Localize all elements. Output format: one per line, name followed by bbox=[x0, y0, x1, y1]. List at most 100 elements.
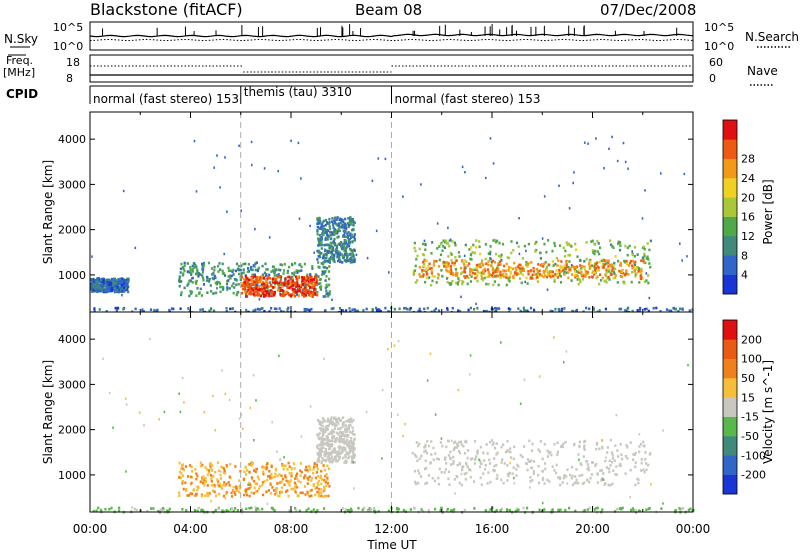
echo-cell bbox=[300, 470, 303, 474]
echo-cell bbox=[326, 482, 329, 485]
echo-cell bbox=[457, 277, 460, 280]
echo-cell bbox=[340, 219, 343, 222]
echo-cell bbox=[640, 462, 643, 465]
echo-cell bbox=[266, 462, 269, 465]
echo-cell bbox=[626, 262, 629, 265]
echo-cell bbox=[529, 277, 532, 280]
echo-cell bbox=[335, 418, 338, 421]
echo-cell bbox=[310, 279, 313, 282]
echo-cell bbox=[240, 273, 243, 276]
echo-cell bbox=[511, 472, 514, 475]
noise-cell bbox=[255, 399, 257, 402]
echo-cell bbox=[490, 274, 494, 277]
echo-cell bbox=[579, 264, 582, 267]
echo-cell bbox=[112, 281, 115, 284]
echo-cell bbox=[465, 471, 468, 475]
echo-cell bbox=[608, 278, 611, 281]
echo-cell bbox=[100, 289, 103, 292]
ytick-label: 1000 bbox=[58, 269, 86, 282]
echo-cell bbox=[318, 487, 321, 491]
echo-cell bbox=[584, 270, 587, 273]
echo-cell bbox=[323, 243, 326, 247]
echo-cell bbox=[561, 444, 564, 447]
echo-cell bbox=[476, 306, 479, 310]
echo-cell bbox=[546, 449, 549, 453]
echo-cell bbox=[633, 453, 636, 457]
echo-cell bbox=[551, 508, 554, 511]
echo-cell bbox=[412, 272, 415, 275]
echo-cell bbox=[368, 507, 371, 510]
echo-cell bbox=[346, 236, 349, 239]
echo-cell bbox=[652, 306, 655, 310]
echo-cell bbox=[294, 484, 297, 487]
noise-cell bbox=[644, 189, 646, 192]
echo-cell bbox=[458, 441, 461, 444]
echo-cell bbox=[551, 310, 554, 313]
echo-cell bbox=[370, 508, 373, 511]
noise-cell bbox=[240, 413, 243, 416]
echo-cell bbox=[327, 251, 330, 254]
echo-cell bbox=[322, 261, 325, 264]
echo-cell bbox=[600, 259, 603, 263]
echo-cell bbox=[268, 277, 272, 280]
echo-cell bbox=[334, 440, 337, 443]
noise-cell bbox=[271, 421, 273, 424]
echo-cell bbox=[609, 264, 613, 267]
station-title: Blackstone (fitACF) bbox=[90, 0, 243, 19]
echo-cell bbox=[627, 273, 630, 276]
echo-cell bbox=[342, 456, 345, 460]
echo-cell bbox=[608, 470, 611, 474]
echo-cell bbox=[279, 263, 282, 266]
echo-cell bbox=[559, 270, 562, 273]
echo-cell bbox=[120, 279, 123, 282]
echo-cell bbox=[324, 249, 327, 253]
echo-cell bbox=[256, 288, 260, 291]
echo-cell bbox=[262, 292, 265, 296]
echo-cell bbox=[317, 275, 320, 278]
echo-cell bbox=[463, 269, 466, 273]
echo-cell bbox=[320, 285, 323, 288]
echo-cell bbox=[111, 288, 114, 292]
echo-cell bbox=[484, 509, 487, 512]
echo-cell bbox=[535, 273, 538, 276]
echo-cell bbox=[565, 241, 568, 244]
echo-cell bbox=[299, 474, 302, 477]
echo-cell bbox=[570, 245, 573, 248]
echo-cell bbox=[539, 251, 542, 255]
echo-cell bbox=[245, 488, 248, 491]
echo-cell bbox=[247, 487, 250, 491]
echo-cell bbox=[229, 307, 232, 311]
echo-cell bbox=[593, 508, 596, 511]
echo-cell bbox=[254, 262, 257, 265]
echo-cell bbox=[223, 274, 227, 277]
echo-cell bbox=[245, 473, 248, 476]
echo-cell bbox=[338, 445, 341, 449]
echo-cell bbox=[327, 229, 330, 233]
echo-cell bbox=[189, 475, 193, 479]
echo-cell bbox=[240, 264, 243, 268]
echo-cell bbox=[633, 270, 636, 273]
echo-cell bbox=[478, 271, 481, 275]
colorbar-tick-label: 12 bbox=[741, 230, 755, 243]
echo-cell bbox=[242, 271, 245, 274]
echo-cell bbox=[321, 420, 324, 424]
echo-cell bbox=[496, 474, 499, 477]
echo-cell bbox=[258, 308, 261, 311]
echo-cell bbox=[304, 281, 307, 284]
echo-cell bbox=[270, 307, 273, 310]
colorbar-segment bbox=[723, 139, 737, 159]
echo-cell bbox=[464, 243, 467, 247]
echo-cell bbox=[206, 279, 209, 282]
echo-cell bbox=[350, 420, 353, 424]
echo-cell bbox=[463, 270, 467, 274]
echo-cell bbox=[450, 270, 453, 273]
noise-cell bbox=[290, 139, 292, 142]
echo-cell bbox=[250, 476, 254, 479]
echo-cell bbox=[564, 267, 567, 271]
echo-cell bbox=[559, 483, 562, 487]
echo-cell bbox=[496, 274, 499, 277]
echo-cell bbox=[305, 509, 308, 512]
echo-cell bbox=[448, 281, 451, 285]
echo-cell bbox=[547, 263, 550, 266]
echo-cell bbox=[346, 234, 349, 238]
